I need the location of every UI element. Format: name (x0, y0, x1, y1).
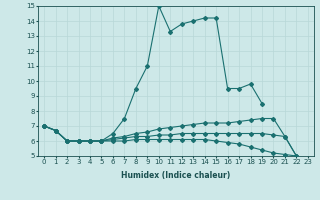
X-axis label: Humidex (Indice chaleur): Humidex (Indice chaleur) (121, 171, 231, 180)
